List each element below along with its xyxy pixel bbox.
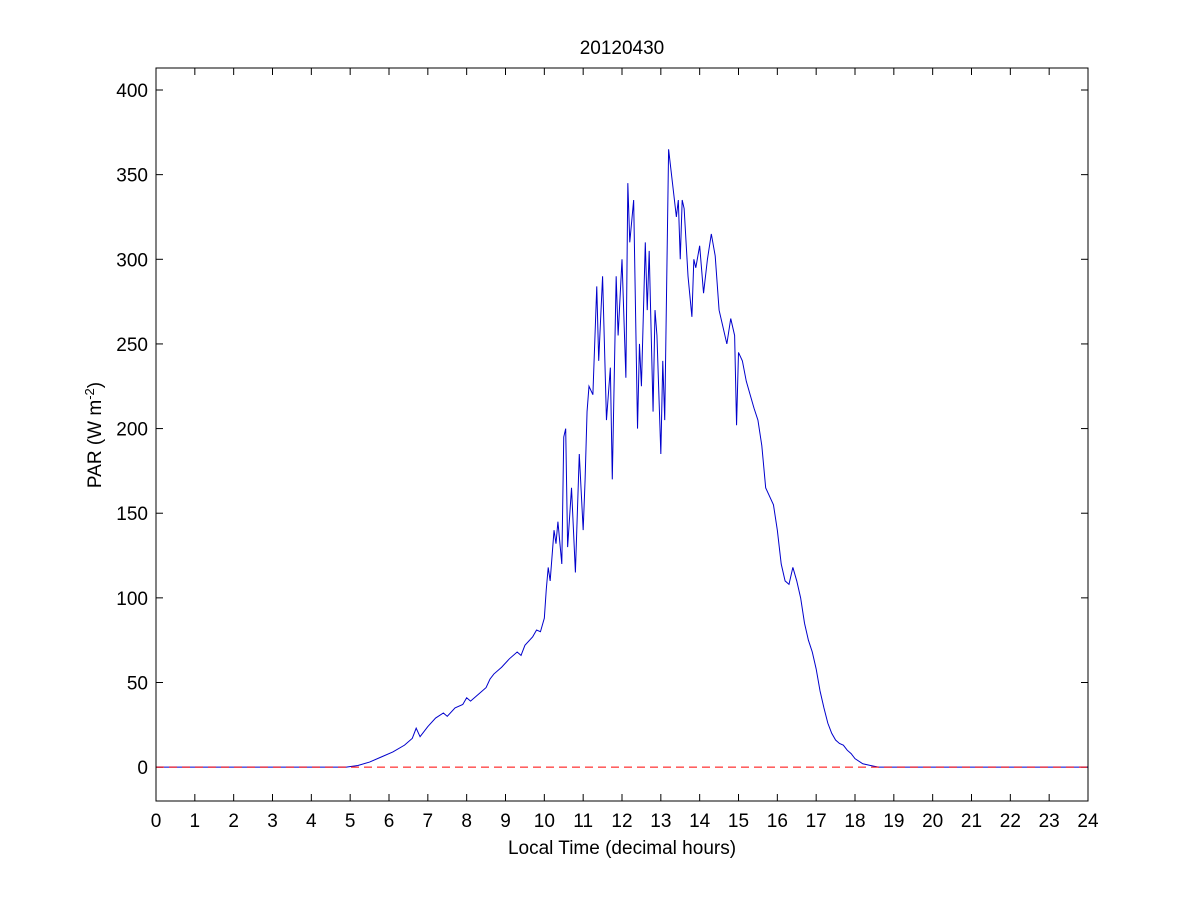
x-tick-label: 8 xyxy=(461,811,472,832)
y-tick-label: 250 xyxy=(116,335,148,356)
x-tick-label: 11 xyxy=(573,811,593,832)
x-tick-label: 13 xyxy=(650,811,671,832)
x-tick-label: 2 xyxy=(228,811,239,832)
y-tick-label: 200 xyxy=(116,420,148,441)
y-tick-label: 100 xyxy=(116,589,148,610)
axis-ticks: 0 1 2 3 4 5 6 7 8 9 10 11 12 13 14 15 16 17 18 19 20 21 22 23 24… xyxy=(116,68,1099,832)
plot-area xyxy=(156,68,1088,801)
x-tick-label: 7 xyxy=(423,811,434,832)
x-tick-label: 9 xyxy=(500,811,511,832)
x-tick-label: 22 xyxy=(1000,811,1021,832)
series-group xyxy=(156,149,1088,768)
y-tick-label: 300 xyxy=(116,250,148,271)
x-tick-label: 21 xyxy=(961,811,982,832)
par-series-line xyxy=(156,149,1088,768)
x-tick-label: 19 xyxy=(883,811,904,832)
x-tick-label: 1 xyxy=(190,811,201,832)
x-tick-label: 23 xyxy=(1039,811,1060,832)
x-tick-label: 20 xyxy=(922,811,943,832)
x-axis-label: Local Time (decimal hours) xyxy=(508,838,736,859)
x-tick-label: 12 xyxy=(611,811,632,832)
x-tick-label: 16 xyxy=(767,811,788,832)
x-tick-label: 15 xyxy=(728,811,749,832)
x-tick-label: 14 xyxy=(689,811,711,832)
x-tick-label: 3 xyxy=(267,811,278,832)
y-axis-label: PAR (W m-2) xyxy=(82,382,107,488)
y-tick-label: 400 xyxy=(116,81,148,102)
x-tick-label: 24 xyxy=(1077,811,1099,832)
y-tick-label: 150 xyxy=(116,504,148,525)
x-tick-label: 4 xyxy=(306,811,317,832)
x-tick-label: 6 xyxy=(384,811,395,832)
x-tick-label: 5 xyxy=(345,811,356,832)
x-tick-label: 10 xyxy=(534,811,555,832)
chart-title: 20120430 xyxy=(580,38,665,59)
y-tick-label: 0 xyxy=(137,758,148,779)
x-tick-label: 0 xyxy=(151,811,162,832)
plot-frame xyxy=(155,67,1089,802)
y-tick-label: 350 xyxy=(116,166,148,187)
y-tick-label: 50 xyxy=(127,674,148,695)
x-tick-label: 18 xyxy=(844,811,865,832)
x-tick-label: 17 xyxy=(806,811,827,832)
